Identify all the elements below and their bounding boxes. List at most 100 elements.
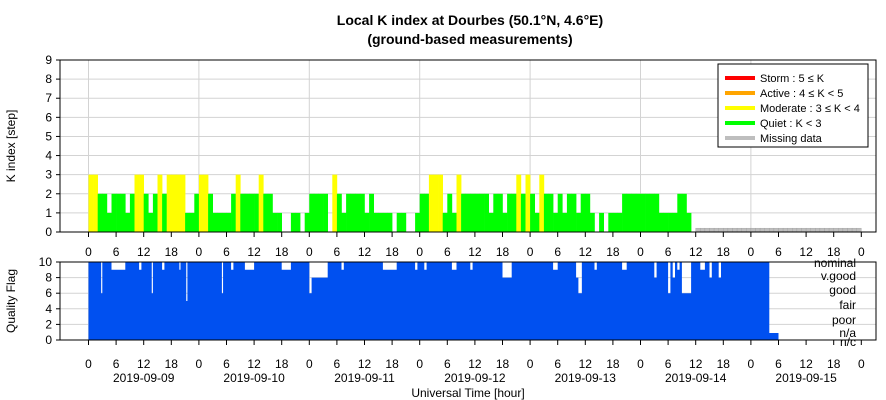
k-bar <box>212 212 218 232</box>
k-bar <box>608 212 614 232</box>
k-bar <box>479 193 485 232</box>
k-bar <box>309 193 315 232</box>
k-bar <box>295 212 301 232</box>
k-bar <box>125 212 131 232</box>
k-x-tick-label: 6 <box>665 245 672 259</box>
q-x-tick-label: 0 <box>306 357 313 371</box>
x-axis-label: Universal Time [hour] <box>411 386 524 400</box>
k-x-tick-label: 0 <box>748 245 755 259</box>
q-x-tick-label: 0 <box>637 357 644 371</box>
k-bar <box>323 193 328 232</box>
k-x-tick-label: 6 <box>775 245 782 259</box>
q-x-tick-label: 18 <box>275 357 289 371</box>
k-x-tick-label: 0 <box>527 245 534 259</box>
k-bar <box>341 212 347 232</box>
k-x-tick-label: 18 <box>606 245 620 259</box>
k-missing-bar <box>727 227 733 233</box>
k-bar <box>313 193 319 232</box>
k-missing-bar <box>787 227 793 233</box>
k-missing-bar <box>824 227 830 233</box>
k-missing-bar <box>838 227 844 233</box>
k-bar <box>162 193 167 232</box>
k-bar <box>244 193 250 232</box>
k-y-tick-label: 9 <box>45 53 52 67</box>
k-bar <box>166 174 172 232</box>
k-bar <box>401 212 407 232</box>
q-x-tick-label: 12 <box>137 357 151 371</box>
chart-subtitle: (ground-based measurements) <box>367 31 572 47</box>
date-label: 2019-09-14 <box>665 371 727 385</box>
k-x-tick-label: 18 <box>165 245 179 259</box>
q-x-tick-label: 6 <box>334 357 341 371</box>
q-x-tick-label: 0 <box>527 357 534 371</box>
q-x-tick-label: 18 <box>496 357 510 371</box>
k-bar <box>267 193 273 232</box>
k-missing-bar <box>778 227 784 233</box>
k-bar <box>424 193 430 232</box>
q-x-tick-label: 12 <box>689 357 703 371</box>
q-x-axis: 0 6 12 18 0 6 12 18 0 6 12 18 0 6 12 18 0 6 12 18 0 6 12 18 0 6 12… <box>85 340 865 371</box>
k-x-tick-label: 6 <box>334 245 341 259</box>
k-missing-bar <box>851 227 857 233</box>
k-bar <box>484 193 489 232</box>
k-y-tick-label: 8 <box>45 72 52 86</box>
k-missing-bar <box>709 227 715 233</box>
date-label: 2019-09-10 <box>223 371 285 385</box>
k-bar <box>539 174 545 232</box>
k-x-tick-label: 18 <box>275 245 289 259</box>
k-x-tick-label: 18 <box>496 245 510 259</box>
k-bar <box>668 212 673 232</box>
k-missing-bars <box>695 227 862 233</box>
k-x-tick-label: 6 <box>554 245 561 259</box>
k-x-tick-label: 0 <box>85 245 92 259</box>
k-y-tick-label: 5 <box>45 129 52 143</box>
k-bar <box>221 212 227 232</box>
k-missing-bar <box>732 227 738 233</box>
k-missing-bar <box>819 227 825 233</box>
q-x-tick-label: 0 <box>416 357 423 371</box>
k-missing-bar <box>759 227 765 233</box>
k-bar <box>649 193 655 232</box>
q-y-tick-label: 2 <box>45 317 52 331</box>
k-x-tick-label: 0 <box>858 245 865 259</box>
k-bar <box>543 193 549 232</box>
k-bar <box>470 193 476 232</box>
k-bar <box>143 193 149 232</box>
k-y-tick-label: 0 <box>45 225 52 239</box>
k-x-tick-label: 12 <box>579 245 593 259</box>
k-bar <box>428 174 434 232</box>
date-labels: 2019-09-09 2019-09-10 2019-09-11 2019-09-12… <box>113 371 837 385</box>
k-y-tick-label: 7 <box>45 91 52 105</box>
k-y-axis: 0 1 2 3 4 5 6 7 8 9 <box>45 53 60 239</box>
q-y-tick-label: 4 <box>45 302 52 316</box>
q-x-tick-label: 12 <box>799 357 813 371</box>
k-missing-bar <box>695 227 701 233</box>
k-bar <box>120 193 126 232</box>
k-missing-bar <box>792 227 798 233</box>
k-bar <box>369 193 374 232</box>
k-bar <box>336 193 342 232</box>
date-label: 2019-09-15 <box>775 371 837 385</box>
k-bar <box>134 174 140 232</box>
quality-label: fair <box>839 298 856 312</box>
k-bar <box>139 174 144 232</box>
k-bar <box>332 174 338 232</box>
k-bar <box>359 193 365 232</box>
k-bar <box>350 193 356 232</box>
k-missing-bar <box>713 227 719 233</box>
k-bar <box>566 193 572 232</box>
k-bar <box>364 212 370 232</box>
q-x-tick-label: 6 <box>665 357 672 371</box>
quality-label: v.good <box>821 269 856 283</box>
k-bar <box>171 174 177 232</box>
chart-title: Local K index at Dourbes (50.1°N, 4.6°E) <box>337 12 603 28</box>
k-bar <box>102 193 108 232</box>
k-bar <box>180 174 186 232</box>
k-x-tick-label: 6 <box>444 245 451 259</box>
q-y-tick-label: 8 <box>45 271 52 285</box>
k-x-tick-label: 12 <box>358 245 372 259</box>
k-bar <box>576 212 581 232</box>
